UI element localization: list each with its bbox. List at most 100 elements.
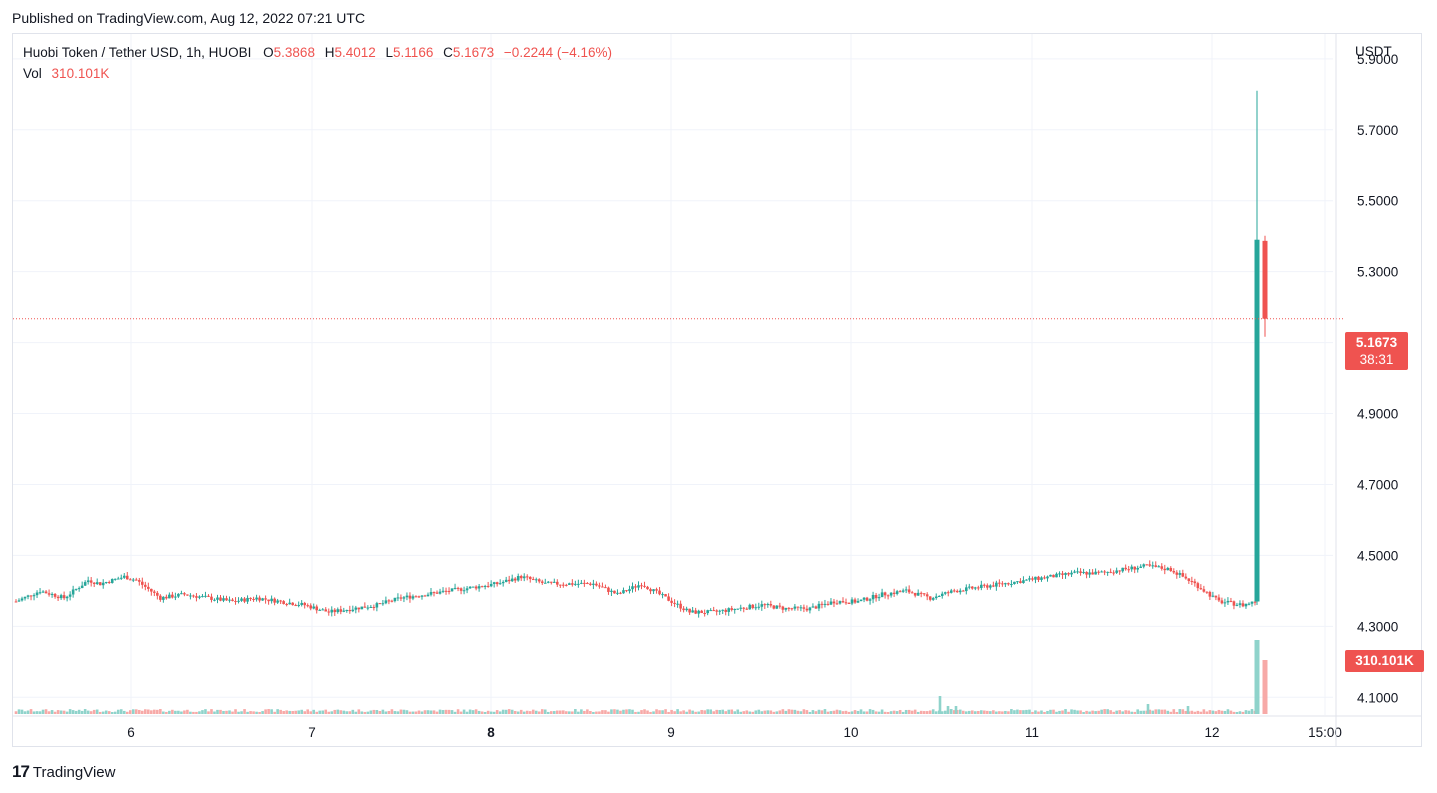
volume-bar bbox=[631, 709, 634, 714]
candle-body bbox=[71, 589, 75, 595]
volume-bar bbox=[1163, 709, 1167, 714]
candle-body bbox=[504, 579, 508, 582]
volume-bar bbox=[754, 710, 758, 714]
volume-bar bbox=[646, 710, 649, 714]
y-tick-label: 5.9000 bbox=[1357, 52, 1398, 67]
candle-body bbox=[1064, 573, 1067, 575]
candle-body bbox=[47, 593, 51, 595]
candle-body bbox=[754, 607, 758, 609]
candle-body bbox=[252, 598, 255, 600]
volume-bar bbox=[796, 710, 800, 714]
candle-body bbox=[733, 609, 737, 611]
candle-body bbox=[637, 585, 640, 588]
volume-bar bbox=[1061, 710, 1064, 714]
volume-bar bbox=[592, 711, 595, 714]
volume-bar bbox=[712, 711, 715, 714]
candle-body bbox=[14, 601, 18, 603]
candle-body bbox=[1049, 574, 1052, 577]
volume-bar bbox=[137, 709, 141, 714]
volume-bar bbox=[468, 709, 472, 714]
x-tick-label: 7 bbox=[308, 725, 316, 740]
volume-bar bbox=[162, 711, 165, 714]
candle-body bbox=[438, 591, 442, 594]
volume-bar bbox=[1055, 711, 1058, 714]
candle-body bbox=[372, 606, 376, 608]
candle-body bbox=[1103, 571, 1106, 573]
volume-bar bbox=[775, 711, 779, 714]
volume-bar bbox=[1202, 709, 1206, 714]
candle-body bbox=[477, 586, 481, 589]
volume-bar bbox=[986, 710, 989, 714]
volume-bar bbox=[838, 710, 842, 714]
candle-body bbox=[32, 595, 36, 597]
volume-bar bbox=[183, 710, 186, 714]
candle-body bbox=[778, 605, 782, 607]
candle-body bbox=[207, 595, 210, 597]
candle-body bbox=[1013, 581, 1016, 585]
volume-bar bbox=[1085, 710, 1088, 714]
candle-body bbox=[171, 594, 174, 598]
volume-bar bbox=[89, 711, 93, 714]
candle-body bbox=[904, 589, 908, 591]
candle-body bbox=[760, 604, 764, 607]
candle-body bbox=[1085, 571, 1088, 575]
volume-bar bbox=[156, 709, 159, 714]
candle-body bbox=[1019, 581, 1022, 583]
candle-body bbox=[189, 595, 192, 597]
volume-bar bbox=[1049, 709, 1052, 714]
volume-bar bbox=[916, 711, 920, 714]
volume-bar bbox=[294, 710, 297, 714]
volume-tag: 310.101K bbox=[1345, 650, 1424, 672]
candle-body bbox=[1130, 566, 1133, 570]
volume-bar bbox=[282, 711, 285, 714]
volume-bar bbox=[961, 710, 965, 714]
low-label: L bbox=[385, 45, 394, 60]
volume-bar bbox=[426, 710, 430, 714]
volume-bar bbox=[435, 711, 439, 714]
candle-body bbox=[168, 594, 171, 599]
candle-body bbox=[426, 594, 430, 597]
volume-bar bbox=[820, 710, 824, 714]
volume-bar bbox=[44, 709, 48, 714]
volume-bar bbox=[811, 710, 815, 714]
volume-bar bbox=[742, 711, 746, 714]
volume-bar bbox=[26, 710, 30, 714]
candle-body bbox=[992, 585, 995, 587]
volume-bar bbox=[595, 711, 598, 714]
candle-body bbox=[1193, 581, 1197, 584]
volume-bar bbox=[565, 711, 568, 714]
volume-bar bbox=[877, 711, 881, 714]
volume-bar bbox=[934, 711, 938, 714]
candle-body bbox=[354, 607, 358, 610]
volume-bar bbox=[1025, 709, 1028, 714]
volume-bar bbox=[1031, 711, 1034, 714]
volume-bar bbox=[658, 710, 661, 714]
volume-bar bbox=[739, 711, 743, 714]
volume-bar bbox=[92, 709, 96, 714]
volume-bar bbox=[583, 710, 586, 714]
candle-body bbox=[1118, 570, 1121, 572]
volume-bar bbox=[940, 711, 944, 714]
volume-bar bbox=[240, 711, 243, 714]
candle-body bbox=[345, 609, 349, 611]
volume-bar bbox=[447, 709, 451, 714]
candle-body bbox=[98, 582, 102, 586]
volume-bar bbox=[255, 711, 258, 714]
chart-frame[interactable] bbox=[12, 33, 1422, 747]
candle-body bbox=[1067, 573, 1070, 575]
candle-body bbox=[327, 611, 331, 613]
volume-bar bbox=[1043, 711, 1046, 714]
volume-bar bbox=[1019, 710, 1022, 714]
volume-bar bbox=[847, 711, 851, 714]
volume-bar bbox=[562, 710, 565, 714]
volume-bar bbox=[186, 709, 189, 714]
candle-body bbox=[1199, 588, 1203, 590]
tradingview-logo[interactable]: 17 TradingView bbox=[12, 762, 115, 782]
candle-body bbox=[868, 599, 872, 601]
open-label: O bbox=[263, 45, 274, 60]
volume-bar bbox=[682, 710, 685, 714]
candle-body bbox=[471, 586, 475, 588]
volume-bar bbox=[598, 711, 601, 714]
candle-body bbox=[95, 582, 99, 585]
